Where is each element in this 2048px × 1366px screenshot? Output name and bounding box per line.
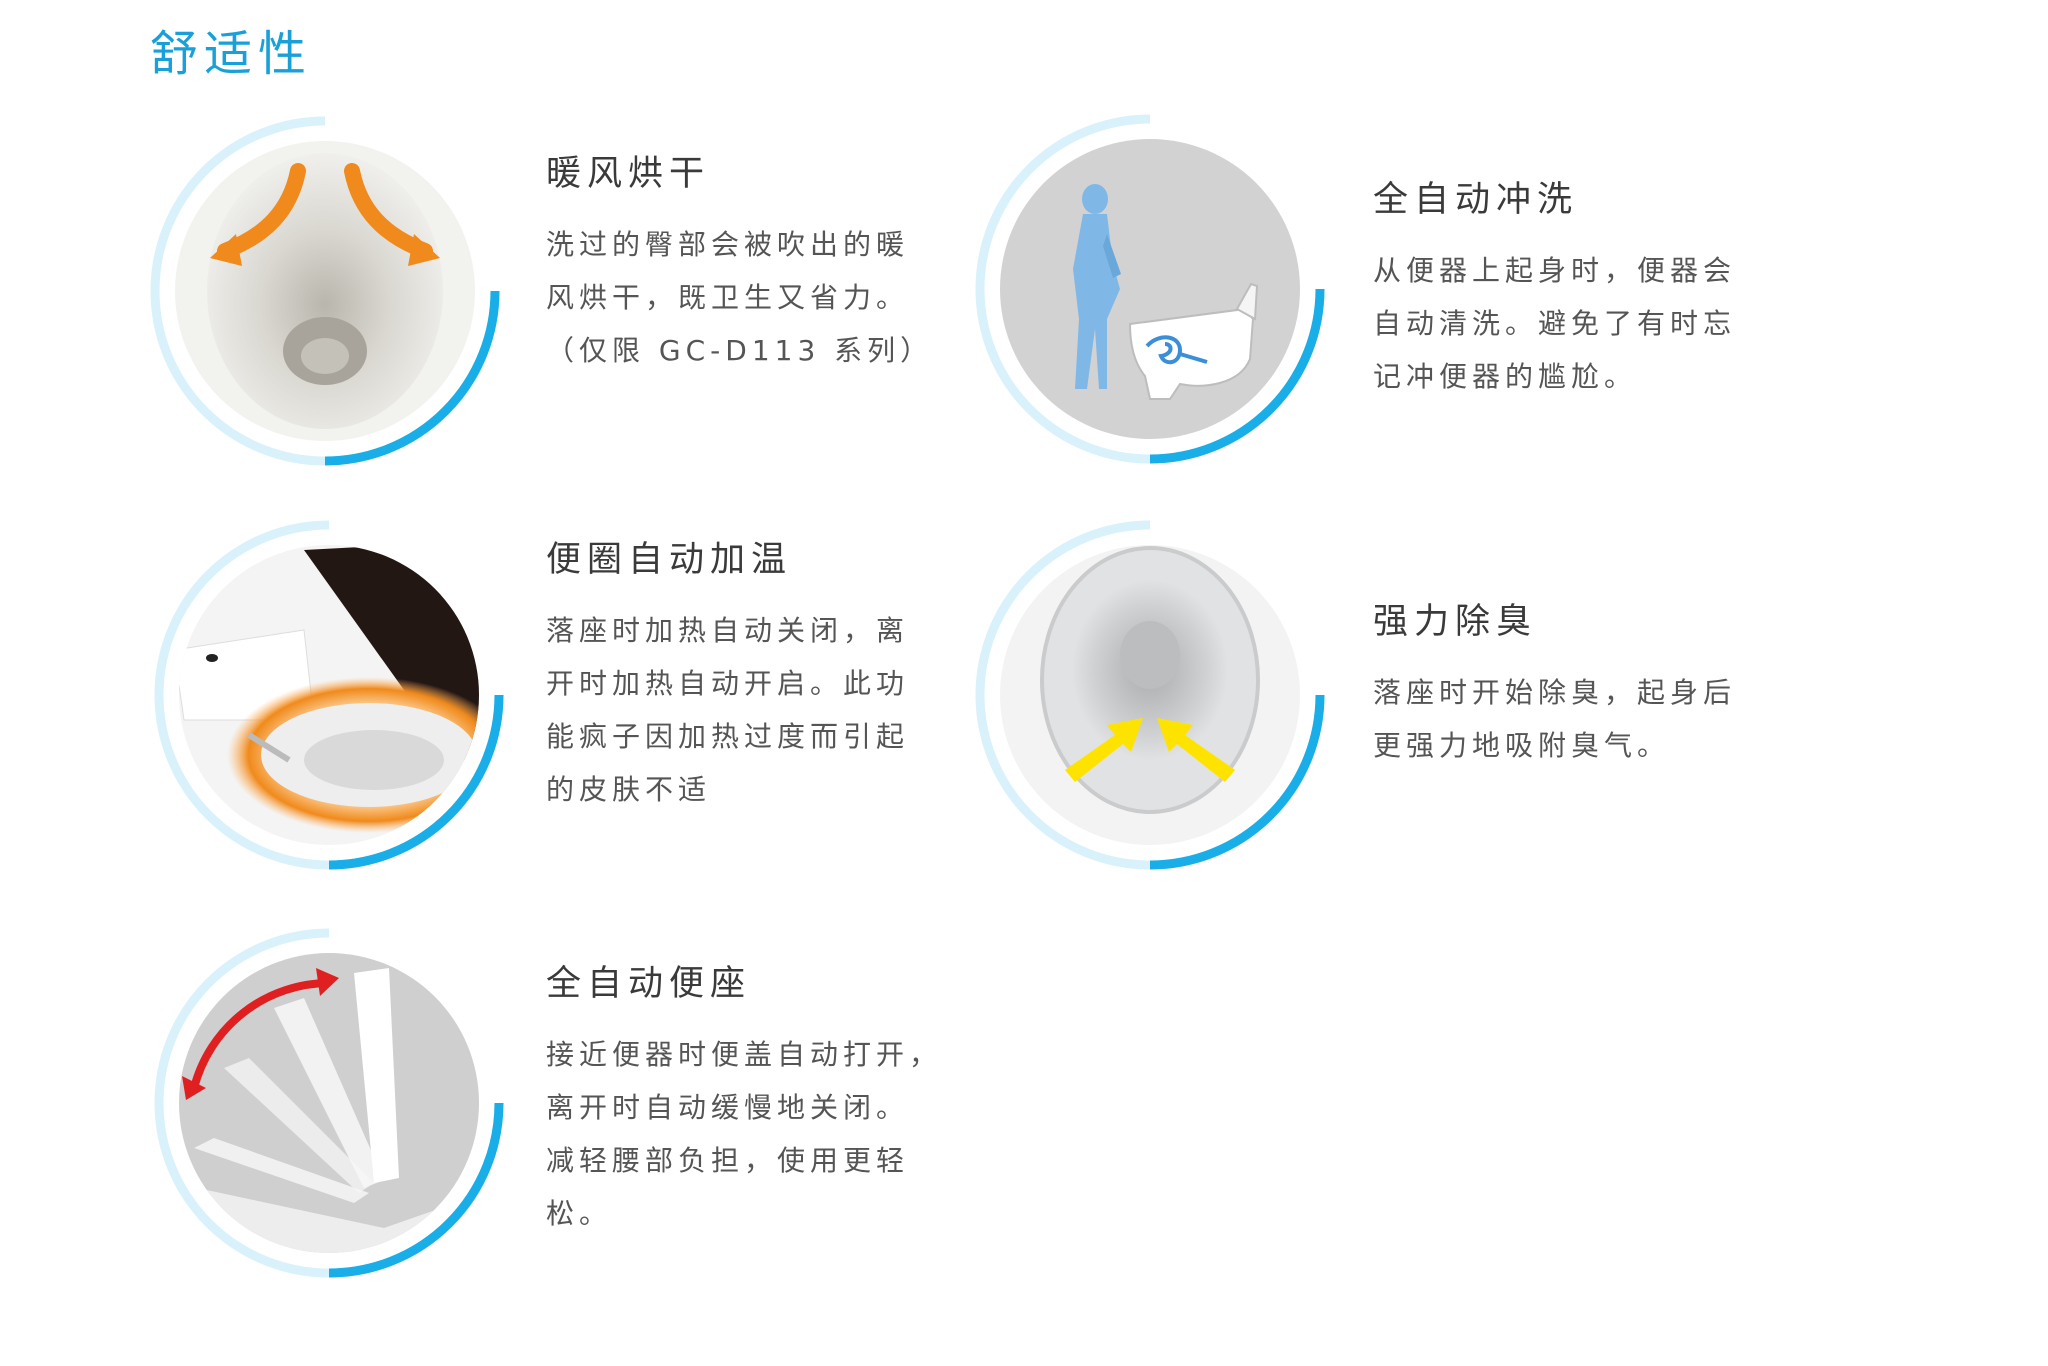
- feature-title: 便圈自动加温: [546, 540, 793, 580]
- feature-image-auto-seat: [154, 928, 504, 1278]
- feature-image-seat-heating: [154, 520, 504, 870]
- feature-text-auto-seat: 全自动便座 接近便器时便盖自动打开， 离开时自动缓慢地关闭。 减轻腰部负担，使用…: [546, 962, 942, 1240]
- feature-line: 的皮肤不适: [546, 773, 712, 806]
- feature-text-seat-heating: 便圈自动加温 落座时加热自动关闭，离 开时加热自动开启。此功 能疯子因加热过度而…: [546, 538, 909, 816]
- feature-line: 落座时加热自动关闭，离: [546, 614, 910, 647]
- feature-line: 风烘干，既卫生又省力。: [546, 281, 910, 314]
- feature-line: （仅限 GC-D113 系列）: [546, 334, 934, 367]
- feature-title: 暖风烘干: [546, 154, 711, 194]
- feature-text-auto-flush: 全自动冲洗 从便器上起身时，便器会 自动清洗。避免了有时忘 记冲便器的尴尬。: [1373, 178, 1736, 403]
- feature-title: 强力除臭: [1373, 602, 1538, 642]
- feature-line: 记冲便器的尴尬。: [1373, 360, 1638, 393]
- auto-lid-icon: [154, 928, 504, 1278]
- feature-line: 洗过的臀部会被吹出的暖: [546, 228, 910, 261]
- feature-line: 落座时开始除臭，起身后: [1373, 676, 1737, 709]
- feature-line: 更强力地吸附臭气。: [1373, 729, 1671, 762]
- feature-text-deodorize: 强力除臭 落座时开始除臭，起身后 更强力地吸附臭气。: [1373, 600, 1736, 772]
- deodorize-bowl-icon: [975, 520, 1325, 870]
- feature-line: 从便器上起身时，便器会: [1373, 254, 1737, 287]
- feature-title: 全自动冲洗: [1373, 180, 1579, 220]
- page-title: 舒适性: [150, 26, 313, 82]
- feature-line: 开时加热自动开启。此功: [546, 667, 910, 700]
- feature-image-deodorize: [975, 520, 1325, 870]
- person-standing-toilet-icon: [975, 114, 1325, 464]
- feature-title: 全自动便座: [546, 964, 752, 1004]
- feature-text-warm-air-dry: 暖风烘干 洗过的臀部会被吹出的暖 风烘干，既卫生又省力。 （仅限 GC-D113…: [546, 152, 933, 377]
- feature-image-warm-air-dry: [150, 116, 500, 466]
- feature-line: 能疯子因加热过度而引起: [546, 720, 910, 753]
- heated-seat-icon: [154, 520, 504, 870]
- warm-air-bowl-icon: [150, 116, 500, 466]
- feature-image-auto-flush: [975, 114, 1325, 464]
- feature-line: 减轻腰部负担，使用更轻: [546, 1144, 910, 1177]
- feature-line: 接近便器时便盖自动打开，: [546, 1038, 943, 1071]
- feature-line: 自动清洗。避免了有时忘: [1373, 307, 1737, 340]
- feature-line: 松。: [546, 1197, 613, 1230]
- feature-line: 离开时自动缓慢地关闭。: [546, 1091, 910, 1124]
